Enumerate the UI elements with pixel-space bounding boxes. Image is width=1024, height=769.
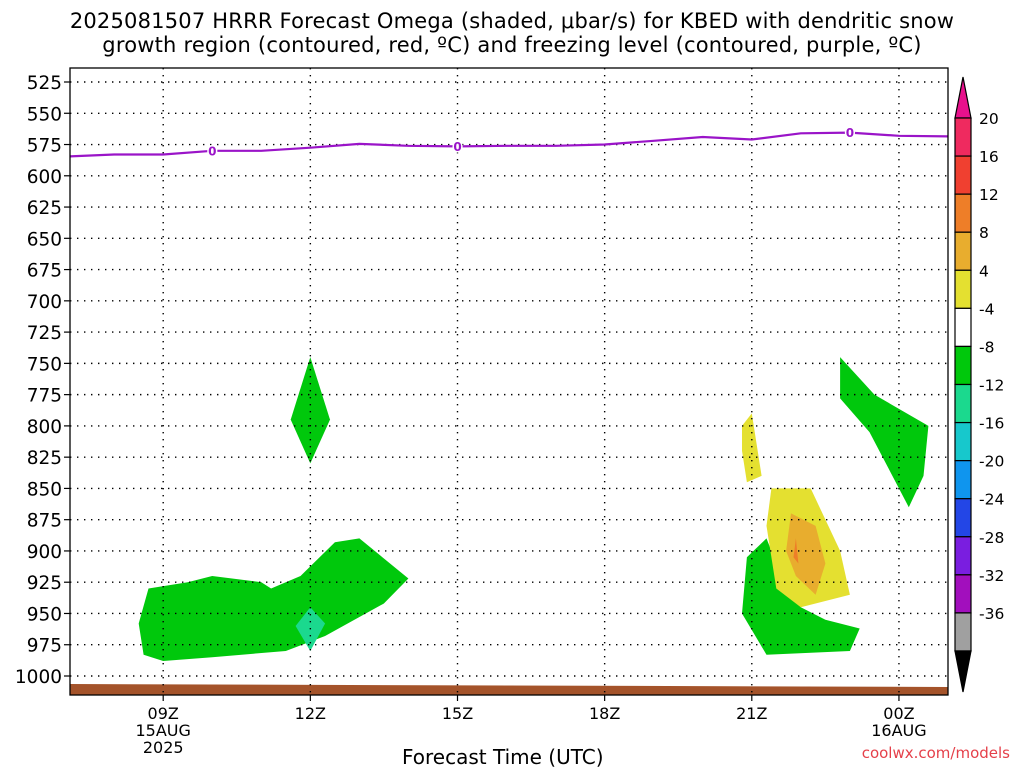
colorbar-swatch — [954, 421, 972, 462]
colorbar-label: -16 — [979, 415, 1004, 433]
colorbar-bottom-arrow — [954, 650, 972, 693]
y-tick-label-625: 625 — [27, 198, 62, 219]
omega-region-4 — [840, 357, 929, 508]
colorbar-swatch — [954, 383, 972, 424]
colorbar-swatch — [954, 193, 972, 233]
omega-region-3 — [290, 357, 330, 464]
colorbar-label: -4 — [979, 300, 994, 318]
x-tick-label-09Z: 09Z — [148, 704, 179, 723]
y-tick-label-725: 725 — [27, 323, 62, 344]
colorbar-swatch — [954, 498, 972, 538]
colorbar-swatch — [954, 231, 972, 271]
credit-text: coolwx.com/models — [861, 744, 1010, 762]
colorbar-top-arrow — [954, 76, 972, 119]
y-tick-label-600: 600 — [27, 167, 62, 188]
freezing-level-label: 0 — [453, 140, 461, 154]
y-tick-label-950: 950 — [27, 604, 62, 625]
omega-region-9 — [793, 538, 799, 564]
omega-region-6 — [742, 413, 762, 483]
y-tick-label-1000: 1000 — [15, 667, 62, 688]
colorbar-swatch — [954, 536, 972, 576]
chart-title-line-1: 2025081507 HRRR Forecast Omega (shaded, … — [69, 9, 955, 33]
y-tick-label-775: 775 — [27, 386, 62, 407]
colorbar-swatch — [954, 574, 972, 614]
ground-band — [70, 684, 948, 695]
y-tick-label-575: 575 — [27, 136, 62, 157]
y-tick-label-675: 675 — [27, 261, 62, 282]
x-tick-label-18Z: 18Z — [589, 704, 620, 723]
colorbar-swatch — [954, 460, 972, 500]
x-tick-label-15Z: 15Z — [442, 704, 473, 723]
x-tick-sublabel: 2025 — [143, 738, 184, 757]
colorbar-swatch — [954, 612, 972, 652]
colorbar-swatch — [954, 345, 972, 386]
y-tick-label-825: 825 — [27, 448, 62, 469]
y-tick-label-525: 525 — [27, 73, 62, 94]
y-tick-label-750: 750 — [27, 354, 62, 375]
x-axis-label: Forecast Time (UTC) — [402, 745, 604, 769]
freezing-level-label: 0 — [208, 144, 216, 158]
y-tick-label-875: 875 — [27, 511, 62, 532]
x-tick-sublabel: 15AUG — [135, 721, 190, 740]
colorbar-label: -28 — [979, 529, 1004, 547]
colorbar-label: -24 — [979, 491, 1004, 509]
colorbar-label: 4 — [979, 262, 989, 280]
colorbar-label: -8 — [979, 338, 994, 356]
colorbar-swatch — [954, 155, 972, 195]
x-tick-label-21Z: 21Z — [736, 704, 767, 723]
x-tick-label-00Z: 00Z — [883, 704, 914, 723]
freezing-level-contour — [69, 131, 949, 158]
y-tick-label-925: 925 — [27, 573, 62, 594]
x-tick-sublabel: 16AUG — [871, 721, 926, 740]
y-tick-label-550: 550 — [27, 104, 62, 125]
chart-title-line-2: growth region (contoured, red, ºC) and f… — [102, 33, 922, 57]
colorbar-swatch — [954, 117, 972, 157]
plot-frame — [69, 67, 949, 696]
omega-region-1 — [138, 538, 409, 661]
freezing-level-label: 0 — [846, 126, 854, 140]
omega-region-5 — [742, 538, 860, 655]
colorbar-swatch — [954, 307, 972, 348]
y-tick-label-700: 700 — [27, 292, 62, 313]
colorbar-label: -20 — [979, 453, 1004, 471]
colorbar-label: -36 — [979, 605, 1004, 623]
y-tick-label-850: 850 — [27, 479, 62, 500]
y-tick-label-800: 800 — [27, 417, 62, 438]
colorbar-label: 8 — [979, 224, 989, 242]
colorbar-swatch — [954, 269, 972, 309]
colorbar-label: 12 — [979, 186, 999, 204]
colorbar-label: 16 — [979, 148, 999, 166]
omega-region-8 — [786, 513, 826, 595]
y-tick-label-650: 650 — [27, 229, 62, 250]
x-tick-label-12Z: 12Z — [295, 704, 326, 723]
colorbar-label: 20 — [979, 110, 999, 128]
y-tick-label-975: 975 — [27, 636, 62, 657]
colorbar-label: -12 — [979, 377, 1004, 395]
y-tick-label-900: 900 — [27, 542, 62, 563]
colorbar-label: -32 — [979, 567, 1004, 585]
